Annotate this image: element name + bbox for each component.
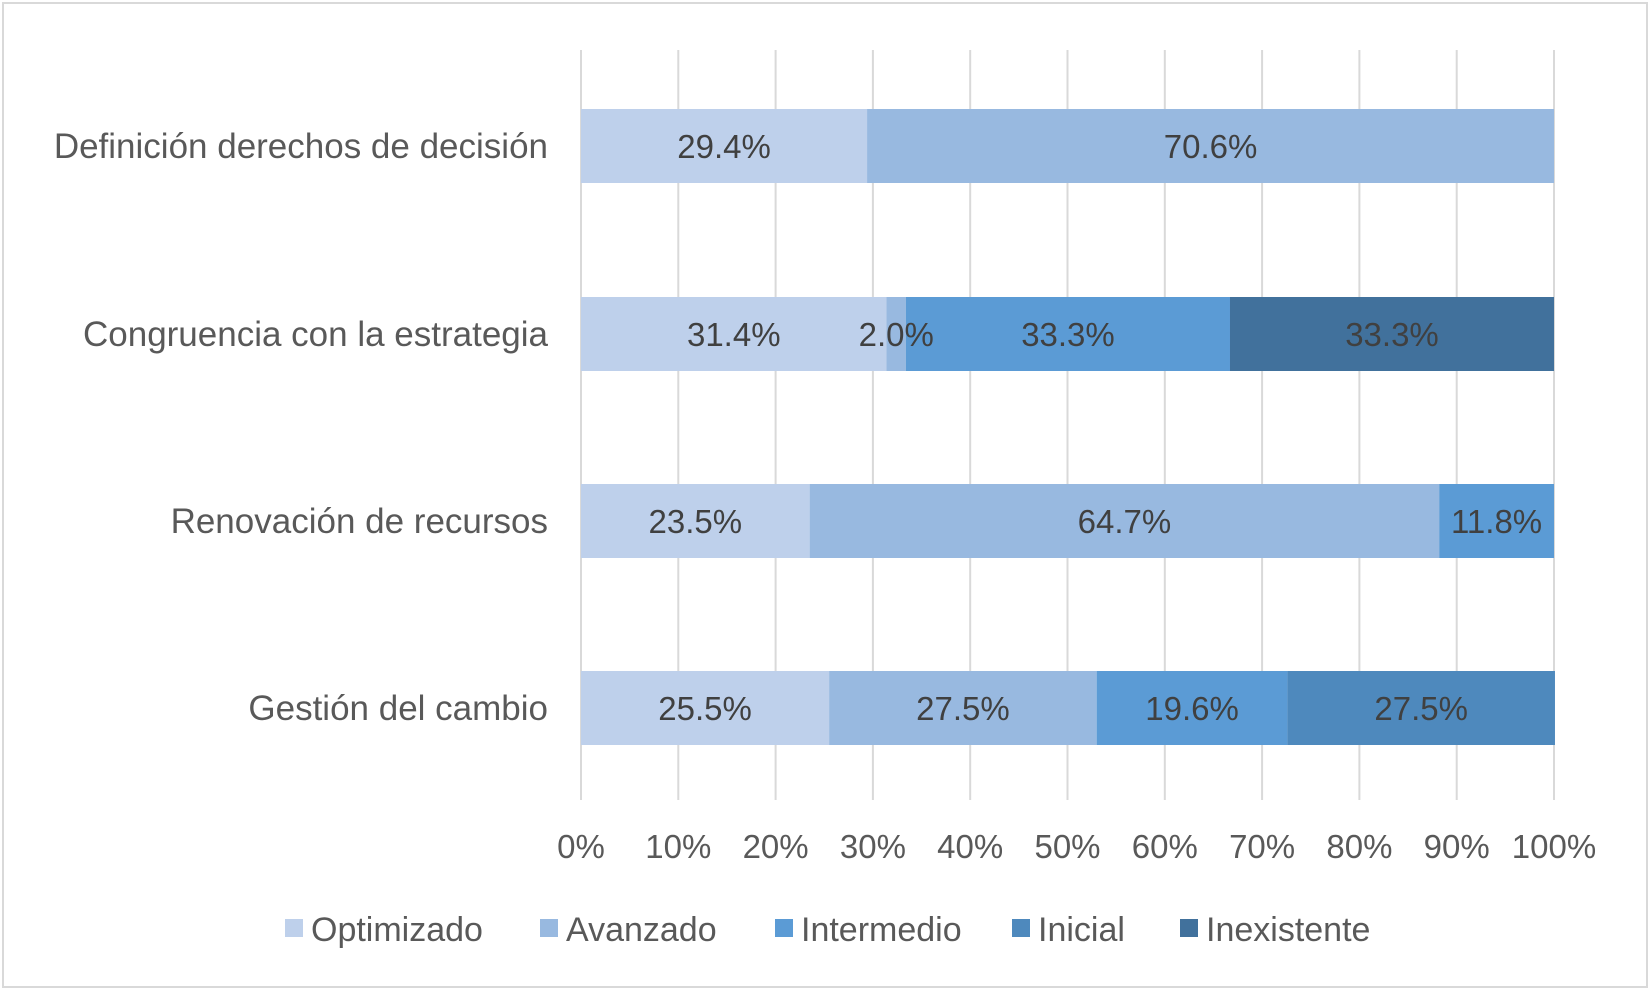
bar-segment-optimizado xyxy=(581,297,887,371)
bar-segment-optimizado xyxy=(581,671,830,745)
data-label: 27.5% xyxy=(916,690,1010,727)
legend-swatch xyxy=(1012,919,1030,937)
category-label: Congruencia con la estrategia xyxy=(83,315,549,354)
data-label: 25.5% xyxy=(658,690,752,727)
x-tick-label: 100% xyxy=(1512,828,1596,865)
bars: 29.4% 70.6% 31.4% 2.0% 33.3% 33.3% 23.5% 64.7% 1… xyxy=(581,109,1555,745)
data-label: 23.5% xyxy=(649,503,743,540)
x-tick-label: 80% xyxy=(1326,828,1392,865)
x-tick-label: 40% xyxy=(937,828,1003,865)
bar-segment-avanzado xyxy=(867,109,1554,183)
legend-label: Inexistente xyxy=(1206,911,1370,949)
legend-swatch xyxy=(285,919,303,937)
legend-swatch xyxy=(775,919,793,937)
legend-swatch xyxy=(540,919,558,937)
bar-segment-avanzado xyxy=(809,484,1440,558)
legend-label: Inicial xyxy=(1038,911,1125,949)
legend: Optimizado Avanzado Intermedio Inicial Inexi… xyxy=(285,911,1370,949)
x-axis-ticks: 0% 10% 20% 30% 40% 50% 60% 70% 80% 90% 100% xyxy=(557,828,1596,865)
bar-segment-intermedio xyxy=(1439,484,1554,558)
data-label: 19.6% xyxy=(1145,690,1239,727)
data-label: 2.0% xyxy=(859,316,934,353)
data-label: 33.3% xyxy=(1021,316,1115,353)
legend-label: Avanzado xyxy=(566,911,717,949)
bar-segment-optimizado xyxy=(581,484,810,558)
bar-segment-inicial xyxy=(1287,671,1555,745)
bar-segment-avanzado xyxy=(886,297,906,371)
data-label: 64.7% xyxy=(1078,503,1172,540)
category-label: Definición derechos de decisión xyxy=(54,127,548,166)
x-tick-label: 30% xyxy=(840,828,906,865)
legend-swatch xyxy=(1180,919,1198,937)
legend-label: Optimizado xyxy=(311,911,483,949)
data-label: 11.8% xyxy=(1451,503,1542,540)
bar-segment-avanzado xyxy=(829,671,1097,745)
bar-segment-optimizado xyxy=(581,109,868,183)
x-tick-label: 50% xyxy=(1034,828,1100,865)
x-tick-label: 90% xyxy=(1424,828,1490,865)
category-label: Renovación de recursos xyxy=(171,502,548,541)
data-label: 70.6% xyxy=(1164,128,1258,165)
data-label: 27.5% xyxy=(1374,690,1468,727)
legend-label: Intermedio xyxy=(801,911,962,949)
bar-segment-intermedio xyxy=(905,297,1230,371)
bar-segment-intermedio xyxy=(1096,671,1288,745)
x-tick-label: 0% xyxy=(557,828,605,865)
bar-segment-inexistente xyxy=(1229,297,1554,371)
x-tick-label: 10% xyxy=(645,828,711,865)
data-label: 29.4% xyxy=(677,128,771,165)
category-labels: Definición derechos de decisión Congruenc… xyxy=(54,127,549,728)
data-label: 33.3% xyxy=(1345,316,1439,353)
x-tick-label: 20% xyxy=(743,828,809,865)
category-label: Gestión del cambio xyxy=(248,689,548,728)
x-tick-label: 70% xyxy=(1229,828,1295,865)
x-tick-label: 60% xyxy=(1132,828,1198,865)
data-label: 31.4% xyxy=(687,316,781,353)
